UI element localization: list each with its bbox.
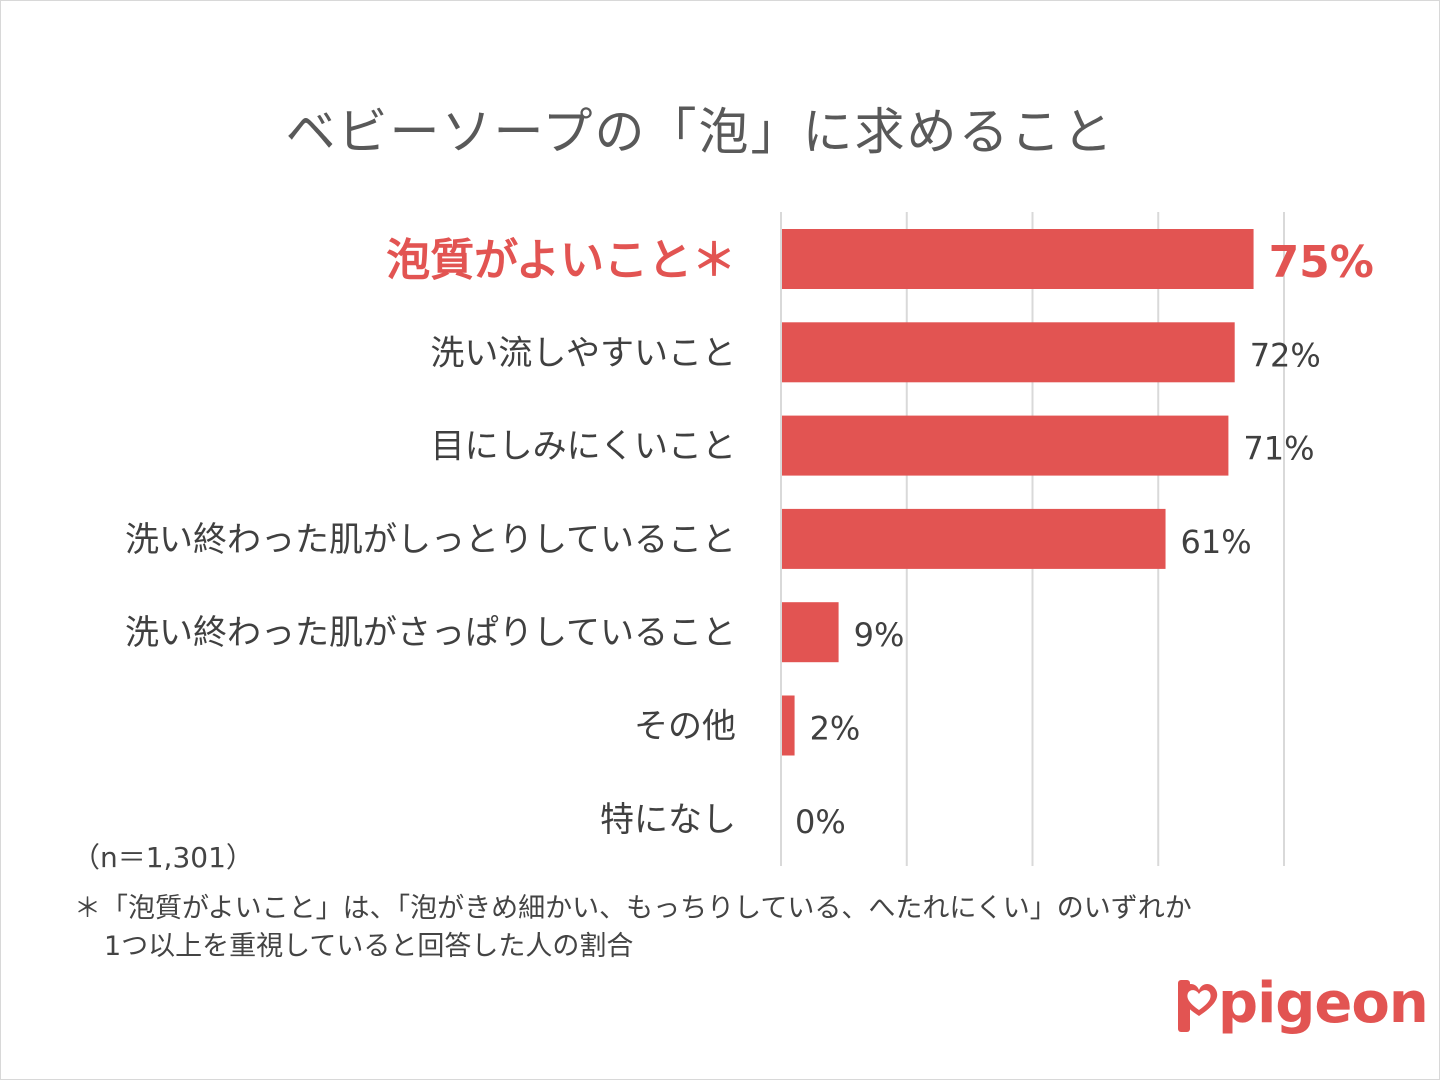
bar-3 — [782, 508, 1166, 569]
value-label-5: 2% — [810, 710, 861, 748]
category-label-2: 目にしみにくいこと — [431, 427, 736, 467]
bar-1 — [782, 322, 1235, 383]
value-label-2: 71% — [1243, 430, 1314, 468]
category-label-4: 洗い終わった肌がさっぱりしていること — [125, 613, 736, 653]
heart-icon — [1178, 980, 1218, 1032]
category-label-3: 洗い終わった肌がしっとりしていること — [125, 520, 736, 560]
value-label-0: 75% — [1269, 237, 1374, 288]
value-label-6: 0% — [795, 803, 846, 841]
category-label-5: その他 — [634, 707, 736, 747]
footnote-line-1: ＊「泡質がよいこと」は、「泡がきめ細かい、もっちりしている、へたれにくい」のいず… — [74, 893, 1192, 924]
value-label-3: 61% — [1181, 523, 1252, 561]
category-label-0: 泡質がよいこと＊ — [386, 235, 736, 286]
bar-2 — [782, 415, 1229, 476]
value-label-4: 9% — [854, 616, 905, 654]
category-label-1: 洗い流しやすいこと — [430, 333, 736, 373]
sample-size-note: （n＝1,301） — [72, 841, 254, 874]
footnote-line-2: 1つ以上を重視していると回答した人の割合 — [104, 931, 634, 962]
bar-5 — [782, 695, 795, 756]
value-label-1: 72% — [1250, 336, 1321, 374]
footnote: ＊「泡質がよいこと」は、「泡がきめ細かい、もっちりしている、へたれにくい」のいず… — [74, 890, 1414, 966]
category-label-6: 特になし — [600, 800, 736, 840]
chart-title: ベビーソープの「泡」に求めること — [285, 103, 1115, 161]
pigeon-logo: pigeon — [1176, 968, 1429, 1038]
bar-4 — [782, 602, 839, 663]
bar-0 — [782, 229, 1254, 289]
logo-text: pigeon — [1218, 970, 1429, 1036]
